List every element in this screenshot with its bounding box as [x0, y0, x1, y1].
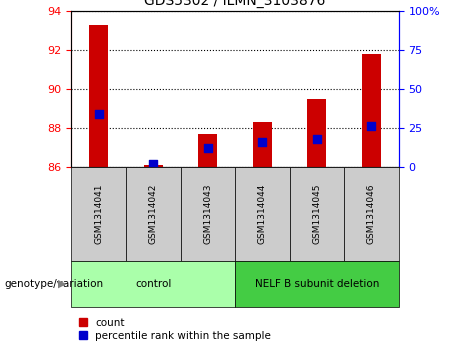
- Text: GSM1314044: GSM1314044: [258, 184, 267, 244]
- Bar: [235, 261, 399, 307]
- Title: GDS5302 / ILMN_3103876: GDS5302 / ILMN_3103876: [144, 0, 326, 8]
- Bar: [253, 122, 272, 167]
- Point: [95, 111, 102, 117]
- Point: [368, 123, 375, 129]
- Text: control: control: [135, 279, 171, 289]
- Bar: [126, 167, 181, 261]
- Text: GSM1314046: GSM1314046: [367, 184, 376, 244]
- Bar: [198, 134, 218, 167]
- Bar: [71, 167, 126, 261]
- Bar: [235, 167, 290, 261]
- Text: GSM1314043: GSM1314043: [203, 184, 213, 244]
- Point: [259, 139, 266, 145]
- Bar: [89, 25, 108, 167]
- Bar: [344, 167, 399, 261]
- Text: GSM1314045: GSM1314045: [313, 184, 321, 244]
- Point: [204, 145, 212, 151]
- Bar: [144, 165, 163, 167]
- Point: [313, 136, 321, 142]
- Bar: [362, 54, 381, 167]
- Point: [149, 161, 157, 167]
- Text: ▶: ▶: [58, 279, 66, 289]
- Bar: [290, 167, 344, 261]
- Bar: [71, 261, 235, 307]
- Text: NELF B subunit deletion: NELF B subunit deletion: [255, 279, 379, 289]
- Bar: [307, 99, 326, 167]
- Text: GSM1314041: GSM1314041: [94, 184, 103, 244]
- Bar: [181, 167, 235, 261]
- Legend: count, percentile rank within the sample: count, percentile rank within the sample: [77, 315, 273, 343]
- Text: genotype/variation: genotype/variation: [5, 279, 104, 289]
- Text: GSM1314042: GSM1314042: [149, 184, 158, 244]
